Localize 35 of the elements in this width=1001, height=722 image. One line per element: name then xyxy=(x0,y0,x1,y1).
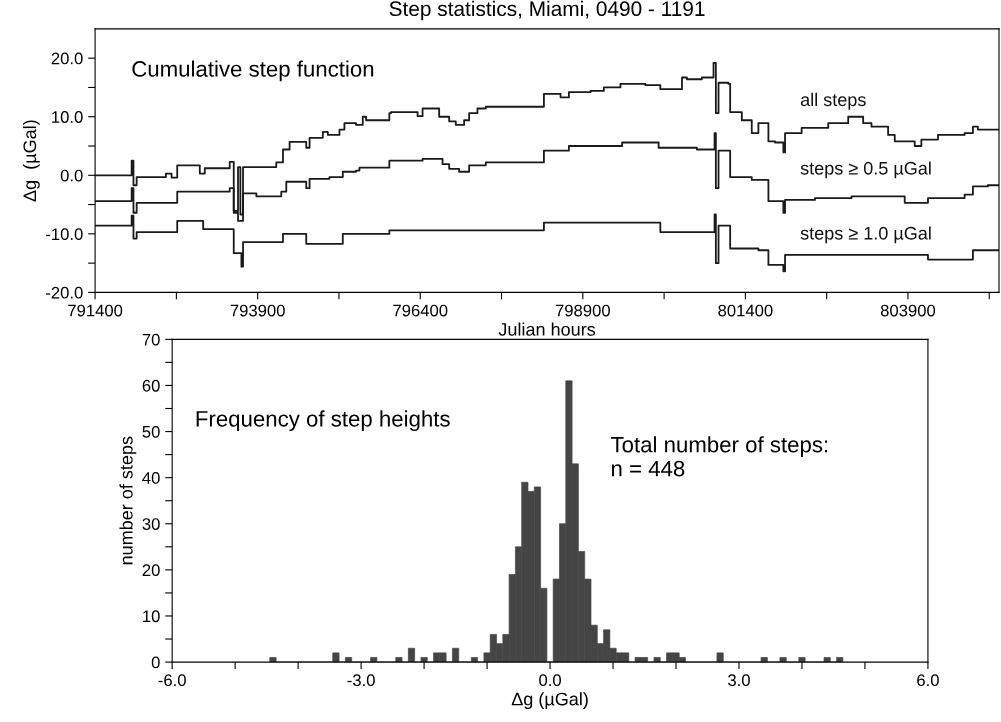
x-tick-label: 791400 xyxy=(68,304,123,317)
y-tick-label: 0.0 xyxy=(60,169,83,182)
x-tick-label: 6.0 xyxy=(917,674,939,687)
y-tick-label: -10.0 xyxy=(46,228,83,241)
y-tick-label: 60 xyxy=(142,379,160,392)
y-tick-label: 40 xyxy=(142,472,160,484)
y-tick-label: 10.0 xyxy=(52,111,83,123)
x-tick-label: 793900 xyxy=(230,304,285,317)
annotation: Cumulative step function xyxy=(132,60,374,82)
y-tick-label: 30 xyxy=(142,518,160,530)
y-tick-label: 10 xyxy=(143,610,160,623)
x-tick-label: -3.0 xyxy=(347,674,375,687)
annotation: Total number of steps: n = 448 xyxy=(611,436,828,477)
y-tick-label: 20.0 xyxy=(51,52,83,65)
x-tick-label: 801400 xyxy=(718,304,773,317)
series-label: steps ≥ 1.0 µGal xyxy=(800,226,931,244)
x-tick-label: 3.0 xyxy=(728,674,750,687)
y-tick-label: -20.0 xyxy=(46,286,83,299)
x-tick-label: 0.0 xyxy=(539,674,561,687)
x-axis-title: Δg (µGal) xyxy=(511,692,588,710)
x-tick-label: 796400 xyxy=(393,304,448,317)
x-tick-label: 798900 xyxy=(555,304,610,317)
y-tick-label: 50 xyxy=(142,425,160,438)
series-label: steps ≥ 0.5 µGal xyxy=(800,161,931,179)
y-tick-label: 0 xyxy=(151,656,160,669)
y-tick-label: 70 xyxy=(142,333,160,346)
y-axis-title: Δg (µGal) xyxy=(22,120,40,202)
annotation: Frequency of step heights xyxy=(196,410,450,432)
x-tick-label: 803900 xyxy=(880,304,936,317)
y-axis-title: number of steps xyxy=(119,436,137,565)
x-axis-title: Julian hours xyxy=(498,322,596,336)
y-tick-label: 20 xyxy=(142,564,160,577)
series-label: all steps xyxy=(800,92,866,110)
chart-title: Step statistics, Miami, 0490 - 1191 xyxy=(389,0,705,21)
x-tick-label: -6.0 xyxy=(158,674,186,687)
